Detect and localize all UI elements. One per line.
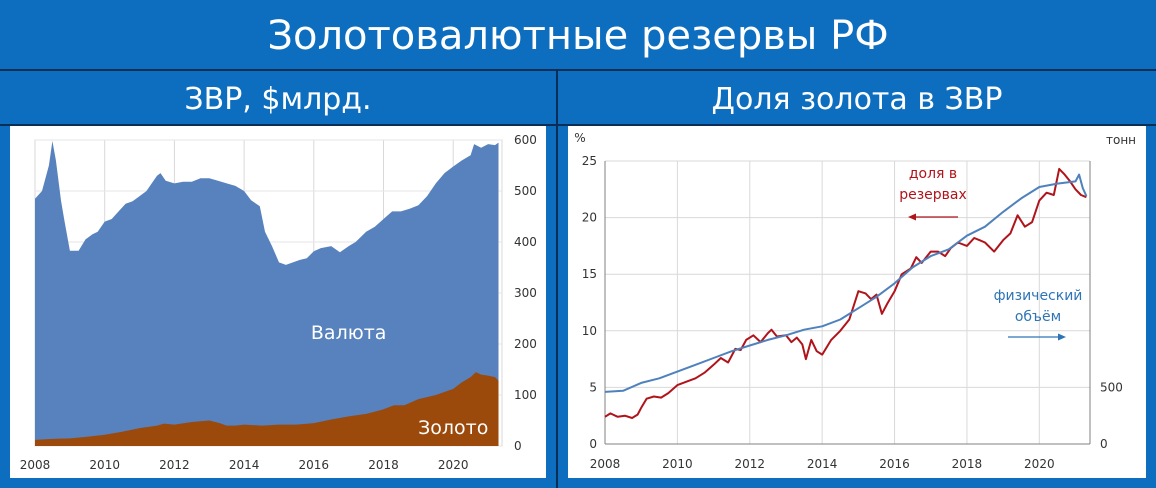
x-tick-label: 2010 bbox=[662, 457, 693, 471]
x-tick-label: 2020 bbox=[1024, 457, 1055, 471]
x-tick-label: 2008 bbox=[590, 457, 621, 471]
right-panel-title: Доля золота в ЗВР bbox=[711, 82, 1003, 117]
right-axis-label: тонн bbox=[1106, 133, 1136, 147]
left-chart-panel: 2008 2010 2012 2014 2016 2018 2020 0 100 200 300 40… bbox=[10, 126, 546, 478]
left-tick-label: 15 bbox=[582, 267, 597, 281]
left-tick-label: 5 bbox=[589, 380, 597, 394]
share-annotation-line1: доля в bbox=[909, 166, 957, 182]
panel-divider bbox=[556, 70, 558, 488]
y-tick-label: 300 bbox=[514, 286, 537, 300]
x-tick-label: 2018 bbox=[368, 458, 399, 472]
x-tick-label: 2012 bbox=[159, 458, 190, 472]
gold-share-line-chart: 2008 2010 2012 2014 2016 2018 2020 0 5 10 15 20 25 0 5… bbox=[574, 115, 1136, 471]
y-tick-label: 0 bbox=[514, 439, 522, 453]
left-tick-label: 20 bbox=[582, 211, 597, 225]
volume-annotation-line2: объём bbox=[1015, 309, 1061, 325]
currency-area bbox=[35, 141, 499, 446]
x-tick-label: 2014 bbox=[807, 457, 838, 471]
page-title: Золотовалютные резервы РФ bbox=[267, 13, 889, 59]
volume-annotation-line1: физический bbox=[994, 288, 1083, 304]
left-panel-title: ЗВР, $млрд. bbox=[184, 82, 372, 117]
y-tick-label: 500 bbox=[514, 184, 537, 198]
gold-volume-line bbox=[604, 173, 1088, 393]
left-tick-label: 10 bbox=[582, 324, 597, 338]
right-tick-label: 2 500 bbox=[1100, 126, 1134, 129]
right-tick-label: 0 bbox=[1100, 437, 1108, 451]
x-tick-label: 2008 bbox=[20, 458, 51, 472]
x-tick-label: 2014 bbox=[229, 458, 260, 472]
share-annotation-line2: резервах bbox=[899, 187, 967, 203]
y-tick-label: 400 bbox=[514, 235, 537, 249]
x-tick-label: 2016 bbox=[879, 457, 910, 471]
gold-share-line bbox=[604, 167, 1087, 419]
left-tick-label: 25 bbox=[582, 154, 597, 168]
gold-area bbox=[35, 372, 499, 446]
right-tick-label: 500 bbox=[1100, 380, 1123, 394]
volume-annotation-arrowhead bbox=[1058, 333, 1066, 341]
x-tick-label: 2018 bbox=[952, 457, 983, 471]
y-tick-label: 600 bbox=[514, 133, 537, 147]
x-tick-label: 2010 bbox=[89, 458, 120, 472]
left-tick-label: 0 bbox=[589, 437, 597, 451]
y-tick-label: 200 bbox=[514, 337, 537, 351]
share-annotation-arrowhead bbox=[908, 213, 916, 221]
x-tick-label: 2020 bbox=[438, 458, 469, 472]
y-tick-label: 100 bbox=[514, 388, 537, 402]
reserves-area-chart: 2008 2010 2012 2014 2016 2018 2020 0 100 200 300 40… bbox=[20, 133, 537, 472]
gold-area-label: Золото bbox=[418, 417, 488, 439]
currency-area-label: Валюта bbox=[311, 322, 387, 344]
x-tick-label: 2012 bbox=[735, 457, 766, 471]
title-divider bbox=[0, 69, 1156, 71]
right-chart-panel: 2008 2010 2012 2014 2016 2018 2020 0 5 10 15 20 25 0 5… bbox=[568, 115, 1146, 478]
x-tick-label: 2016 bbox=[299, 458, 330, 472]
subtitle-divider bbox=[0, 124, 1156, 126]
left-axis-label: % bbox=[574, 131, 585, 145]
